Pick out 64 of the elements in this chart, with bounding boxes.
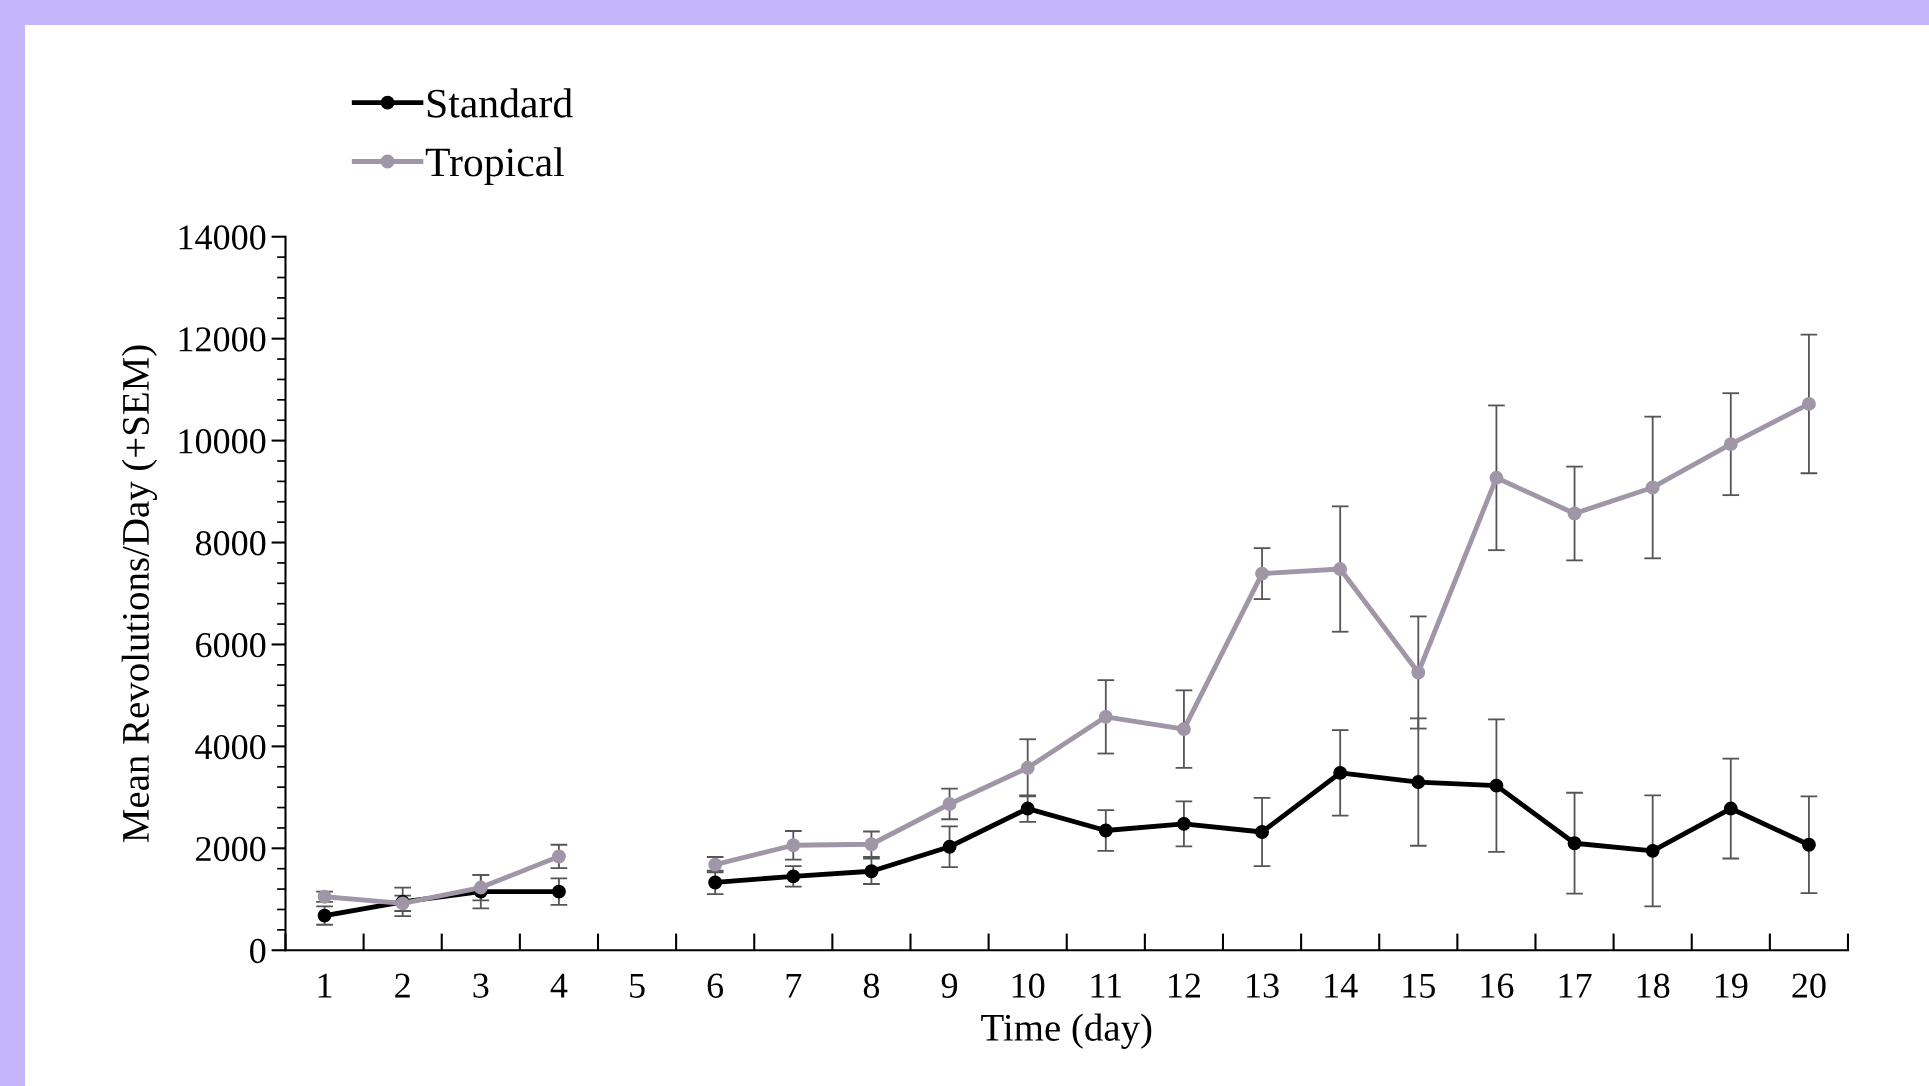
y-tick-label: 4000 — [195, 734, 266, 760]
legend-label: Tropical — [425, 147, 564, 185]
x-tick-label: 18 — [1637, 973, 1670, 998]
y-tick-label: 0 — [250, 938, 266, 964]
x-tick-label: 17 — [1559, 973, 1592, 998]
y-tick-label: 12000 — [179, 327, 266, 352]
x-tick-label: 6 — [707, 973, 724, 998]
x-tick-label: 19 — [1715, 973, 1748, 998]
x-tick-label: 15 — [1403, 973, 1435, 998]
point — [1176, 722, 1191, 737]
point — [1489, 470, 1504, 485]
point — [1645, 480, 1660, 495]
point — [1489, 778, 1504, 793]
x-tick-label: 11 — [1091, 973, 1122, 998]
x-tick-label: 10 — [1012, 973, 1045, 998]
point — [942, 839, 957, 854]
point — [1255, 566, 1269, 581]
x-tick-label: 4 — [550, 973, 568, 998]
x-tick-label: 9 — [941, 973, 958, 998]
x-tick-label: 8 — [863, 973, 880, 998]
point — [864, 864, 879, 879]
point — [1801, 837, 1816, 852]
y-tick-label: 2000 — [196, 836, 266, 862]
point — [1176, 816, 1191, 831]
point — [1723, 437, 1738, 452]
point — [551, 849, 566, 864]
x-tick-label: 16 — [1481, 973, 1514, 998]
point — [473, 880, 488, 895]
point — [1255, 825, 1269, 839]
x-tick-label: 5 — [630, 973, 645, 998]
point — [1020, 760, 1035, 775]
x-tick-label: 14 — [1325, 973, 1358, 998]
point — [786, 869, 801, 884]
point — [551, 884, 566, 899]
x-tick-label: 7 — [786, 973, 802, 998]
x-tick-label: 20 — [1792, 973, 1826, 998]
point — [1098, 709, 1113, 724]
x-axis-title: Time (day) — [981, 1013, 1152, 1049]
point — [1333, 562, 1348, 576]
point — [864, 837, 879, 852]
point — [1411, 665, 1426, 680]
x-tick-label: 3 — [473, 973, 489, 998]
y-tick-label: 14000 — [179, 225, 266, 250]
point — [1333, 765, 1348, 780]
point — [1567, 836, 1582, 851]
point — [1411, 775, 1426, 790]
point — [786, 838, 801, 853]
point — [1567, 506, 1582, 521]
point — [1723, 801, 1738, 816]
legend-label: Standard — [427, 88, 573, 118]
point — [1645, 843, 1660, 858]
point — [708, 875, 723, 890]
point — [942, 797, 957, 811]
x-tick-label: 12 — [1169, 973, 1200, 998]
point — [1020, 801, 1035, 816]
y-tick-label: 6000 — [196, 632, 266, 658]
x-tick-label: 13 — [1247, 973, 1279, 998]
x-tick-label: 2 — [395, 973, 410, 998]
y-axis-title: Mean Revolutions/Day (+SEM) — [121, 345, 158, 843]
x-tick-label: 1 — [318, 973, 332, 998]
y-tick-label: 10000 — [179, 429, 266, 454]
y-tick-label: 8000 — [195, 531, 266, 556]
point — [1098, 823, 1113, 838]
point — [1801, 396, 1816, 411]
